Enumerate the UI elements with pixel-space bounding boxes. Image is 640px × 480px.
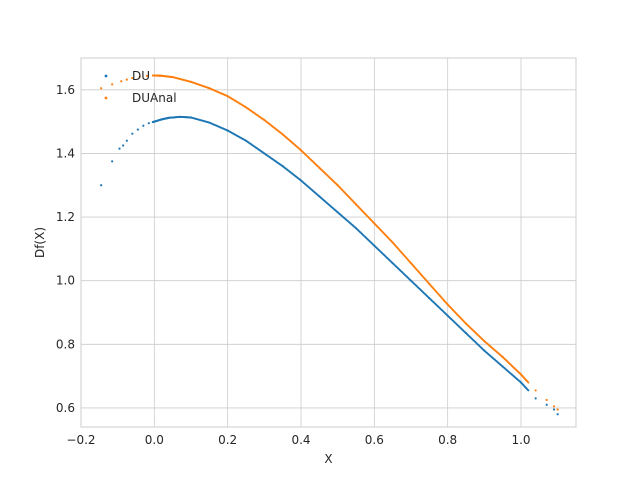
data-point bbox=[118, 147, 121, 150]
y-tick-label: 1.6 bbox=[56, 83, 75, 97]
data-point bbox=[556, 413, 559, 416]
y-axis-label: Df(X) bbox=[33, 227, 47, 258]
series-du bbox=[100, 115, 559, 416]
data-point bbox=[534, 389, 537, 392]
legend-label-du: DU bbox=[132, 69, 150, 83]
data-point bbox=[147, 122, 150, 125]
y-tick-label: 1.2 bbox=[56, 210, 75, 224]
y-tick-label: 0.6 bbox=[56, 401, 75, 415]
data-point bbox=[136, 128, 139, 131]
data-point bbox=[125, 78, 128, 81]
data-point bbox=[527, 389, 530, 392]
data-point bbox=[100, 184, 103, 187]
data-point bbox=[131, 76, 134, 80]
plot-area: −0.2 0.0 0.2 0.4 0.6 0.8 1.0 0.6 0.8 1.0 1.2 1.4 1.6 bbox=[56, 57, 577, 447]
x-tick-label: 1.0 bbox=[511, 433, 530, 447]
y-tick-label: 1.4 bbox=[56, 146, 75, 160]
data-point bbox=[534, 397, 537, 400]
data-point bbox=[111, 160, 114, 163]
x-tick-label: 0.6 bbox=[365, 433, 384, 447]
data-point bbox=[111, 83, 114, 86]
axes-frame bbox=[80, 57, 577, 428]
series-duanal bbox=[100, 74, 559, 411]
data-point bbox=[120, 80, 123, 83]
y-tick-label: 0.8 bbox=[56, 337, 75, 351]
legend-marker-duanal bbox=[104, 96, 108, 100]
data-point bbox=[142, 124, 145, 127]
legend-marker-du bbox=[104, 74, 108, 78]
data-point bbox=[556, 408, 559, 411]
data-point bbox=[145, 74, 149, 77]
data-point bbox=[527, 381, 530, 384]
legend-label-duanal: DUAnal bbox=[132, 91, 177, 105]
x-axis-label: X bbox=[324, 452, 332, 466]
data-point bbox=[552, 405, 556, 408]
data-point bbox=[100, 87, 103, 90]
x-tick-label: 0.8 bbox=[438, 433, 457, 447]
x-tick-label: −0.2 bbox=[66, 433, 95, 447]
data-point bbox=[131, 132, 134, 135]
legend: DU DUAnal bbox=[104, 69, 177, 105]
data-point bbox=[122, 144, 125, 147]
data-point bbox=[138, 75, 141, 78]
x-tick-label: 0.2 bbox=[218, 433, 237, 447]
data-point bbox=[545, 398, 548, 402]
x-tick-label: 0.0 bbox=[145, 433, 164, 447]
x-tick-label: 0.4 bbox=[291, 433, 310, 447]
data-point bbox=[545, 403, 548, 406]
y-tick-label: 1.0 bbox=[56, 274, 75, 288]
data-point bbox=[552, 408, 556, 411]
data-point bbox=[125, 139, 128, 142]
